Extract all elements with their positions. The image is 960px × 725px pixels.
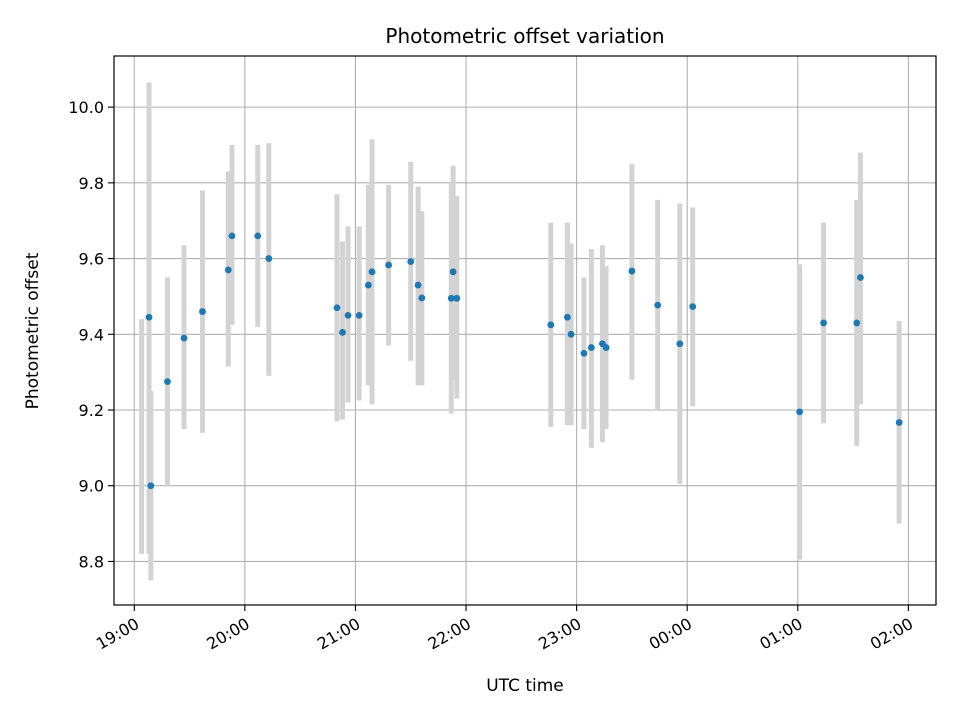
y-tick-label: 9.8 — [79, 174, 104, 193]
data-point — [547, 321, 555, 329]
plot-area — [114, 56, 936, 605]
data-point — [895, 419, 903, 426]
data-point — [145, 313, 153, 321]
y-tick-label: 9.4 — [79, 325, 104, 344]
data-point — [796, 408, 804, 416]
data-point — [580, 349, 588, 357]
y-axis-ticks: 8.8 9.0 9.2 9.4 9.6 9.8 10.0 — [68, 98, 114, 571]
data-point — [853, 319, 861, 327]
y-tick-label: 9.6 — [79, 250, 104, 269]
data-point — [676, 340, 684, 348]
data-points — [145, 232, 903, 490]
data-point — [654, 301, 662, 309]
data-point — [857, 274, 864, 281]
data-point — [339, 328, 346, 336]
data-point — [602, 344, 610, 351]
data-point — [224, 266, 232, 274]
y-tick-label: 9.0 — [79, 477, 104, 496]
data-point — [254, 232, 262, 240]
data-point — [265, 255, 273, 262]
data-point — [355, 311, 363, 319]
data-point — [453, 294, 461, 302]
data-point — [164, 378, 171, 386]
data-point — [407, 258, 415, 265]
data-point — [344, 311, 352, 319]
data-point — [228, 232, 236, 240]
y-tick-label: 8.8 — [79, 552, 104, 571]
data-point — [147, 482, 155, 490]
data-point — [567, 330, 575, 338]
data-point — [449, 268, 457, 276]
plot-frame — [113, 55, 937, 606]
x-axis-label: UTC time — [486, 676, 564, 696]
data-point — [820, 319, 827, 327]
y-tick-label: 9.2 — [79, 401, 104, 420]
data-point — [333, 304, 341, 312]
data-point — [385, 261, 393, 269]
data-point — [368, 268, 376, 276]
data-point — [418, 294, 426, 302]
grid-lines — [114, 56, 936, 605]
data-point — [447, 294, 455, 302]
y-axis-label: Photometric offset — [23, 252, 43, 409]
data-point — [364, 281, 372, 289]
chart-title: Photometric offset variation — [385, 24, 664, 48]
data-point — [180, 334, 188, 342]
data-point — [563, 313, 571, 321]
data-point — [689, 303, 697, 311]
data-point — [628, 267, 636, 275]
y-tick-label: 10.0 — [68, 98, 104, 117]
data-point — [414, 281, 422, 289]
data-point — [199, 308, 206, 315]
data-point — [587, 344, 595, 351]
